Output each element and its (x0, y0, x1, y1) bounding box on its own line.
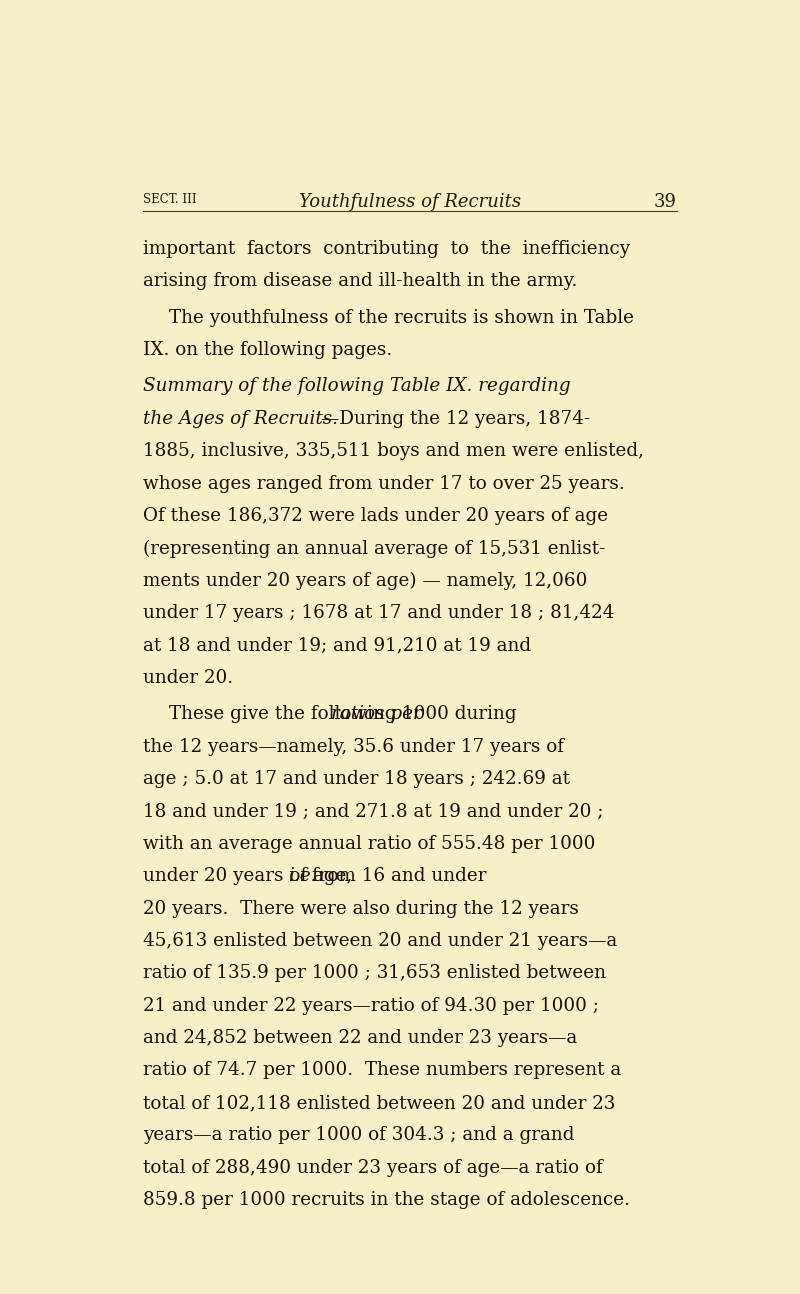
Text: IX. on the following pages.: IX. on the following pages. (143, 342, 393, 360)
Text: under 20.: under 20. (143, 669, 234, 687)
Text: 20 years.  There were also during the 12 years: 20 years. There were also during the 12 … (143, 899, 579, 917)
Text: total of 102,118 enlisted between 20 and under 23: total of 102,118 enlisted between 20 and… (143, 1093, 616, 1112)
Text: SECT. III: SECT. III (143, 193, 197, 206)
Text: total of 288,490 under 23 years of age—a ratio of: total of 288,490 under 23 years of age—a… (143, 1158, 603, 1176)
Text: (representing an annual average of 15,531 enlist-: (representing an annual average of 15,53… (143, 540, 606, 558)
Text: Of these 186,372 were lads under 20 years of age: Of these 186,372 were lads under 20 year… (143, 507, 609, 525)
Text: whose ages ranged from under 17 to over 25 years.: whose ages ranged from under 17 to over … (143, 475, 625, 493)
Text: the Ages of Recruits.: the Ages of Recruits. (143, 410, 338, 428)
Text: ratios per: ratios per (331, 705, 422, 723)
Text: age ; 5.0 at 17 and under 18 years ; 242.69 at: age ; 5.0 at 17 and under 18 years ; 242… (143, 770, 570, 788)
Text: 859.8 per 1000 recruits in the stage of adolescence.: 859.8 per 1000 recruits in the stage of … (143, 1190, 630, 1209)
Text: years—a ratio per 1000 of 304.3 ; and a grand: years—a ratio per 1000 of 304.3 ; and a … (143, 1126, 575, 1144)
Text: the 12 years—namely, 35.6 under 17 years of: the 12 years—namely, 35.6 under 17 years… (143, 738, 565, 756)
Text: ratio of 74.7 per 1000.  These numbers represent a: ratio of 74.7 per 1000. These numbers re… (143, 1061, 622, 1079)
Text: Youthfulness of Recruits: Youthfulness of Recruits (299, 193, 521, 211)
Text: ratio of 135.9 per 1000 ; 31,653 enlisted between: ratio of 135.9 per 1000 ; 31,653 enliste… (143, 964, 606, 982)
Text: at 18 and under 19; and 91,210 at 19 and: at 18 and under 19; and 91,210 at 19 and (143, 637, 531, 655)
Text: arising from disease and ill-health in the army.: arising from disease and ill-health in t… (143, 272, 578, 290)
Text: and 24,852 between 22 and under 23 years—a: and 24,852 between 22 and under 23 years… (143, 1029, 578, 1047)
Text: under 20 years of age,: under 20 years of age, (143, 867, 353, 885)
Text: with an average annual ratio of 555.48 per 1000: with an average annual ratio of 555.48 p… (143, 835, 596, 853)
Text: ments under 20 years of age) — namely, 12,060: ments under 20 years of age) — namely, 1… (143, 572, 588, 590)
Text: important  factors  contributing  to  the  inefficiency: important factors contributing to the in… (143, 239, 630, 258)
Text: 1000 during: 1000 during (402, 705, 517, 723)
Text: 21 and under 22 years—ratio of 94.30 per 1000 ;: 21 and under 22 years—ratio of 94.30 per… (143, 996, 599, 1014)
Text: under 17 years ; 1678 at 17 and under 18 ; 81,424: under 17 years ; 1678 at 17 and under 18… (143, 604, 614, 622)
Text: i.e.: i.e. (289, 867, 317, 885)
Text: These give the following: These give the following (170, 705, 397, 723)
Text: The youthfulness of the recruits is shown in Table: The youthfulness of the recruits is show… (170, 309, 634, 326)
Text: 39: 39 (654, 193, 677, 211)
Text: Summary of the following Table IX. regarding: Summary of the following Table IX. regar… (143, 378, 571, 396)
Text: 1885, inclusive, 335,511 boys and men were enlisted,: 1885, inclusive, 335,511 boys and men we… (143, 443, 645, 461)
Text: 18 and under 19 ; and 271.8 at 19 and under 20 ;: 18 and under 19 ; and 271.8 at 19 and un… (143, 802, 604, 820)
Text: —During the 12 years, 1874-: —During the 12 years, 1874- (322, 410, 590, 428)
Text: 45,613 enlisted between 20 and under 21 years—a: 45,613 enlisted between 20 and under 21 … (143, 932, 618, 950)
Text: from 16 and under: from 16 and under (312, 867, 486, 885)
